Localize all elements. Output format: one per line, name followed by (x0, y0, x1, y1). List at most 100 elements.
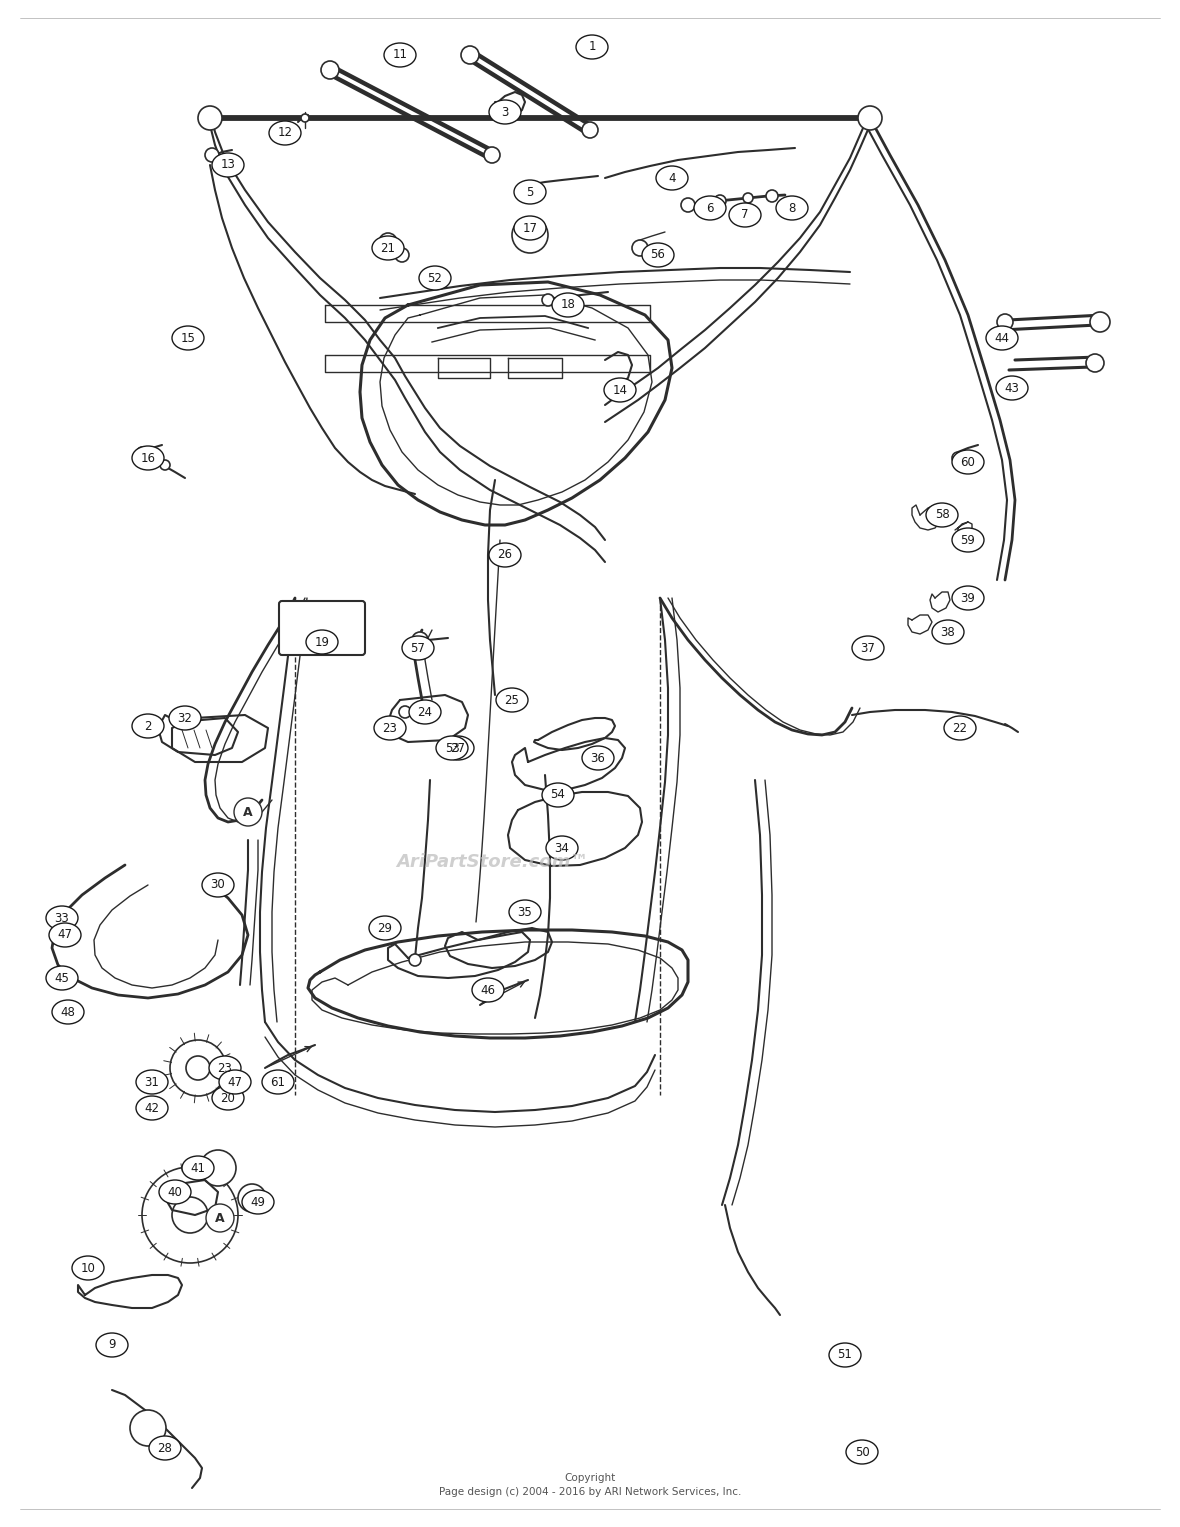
Ellipse shape (642, 243, 674, 267)
Circle shape (484, 147, 500, 163)
Ellipse shape (576, 35, 608, 60)
Ellipse shape (419, 266, 451, 290)
Ellipse shape (830, 1344, 861, 1367)
Circle shape (395, 247, 409, 263)
Ellipse shape (369, 916, 401, 941)
Ellipse shape (262, 1070, 294, 1093)
Ellipse shape (132, 446, 164, 470)
Ellipse shape (694, 195, 726, 220)
Text: 46: 46 (480, 983, 496, 997)
Circle shape (412, 632, 428, 647)
Text: 30: 30 (210, 878, 225, 892)
Text: 49: 49 (250, 1196, 266, 1208)
Text: 20: 20 (221, 1092, 236, 1104)
Circle shape (582, 122, 598, 137)
Ellipse shape (442, 736, 474, 760)
Ellipse shape (136, 1096, 168, 1119)
Circle shape (632, 240, 648, 257)
Circle shape (997, 315, 1012, 330)
Circle shape (205, 148, 219, 162)
Ellipse shape (212, 1086, 244, 1110)
Ellipse shape (46, 906, 78, 930)
Ellipse shape (212, 153, 244, 177)
Text: 53: 53 (445, 742, 459, 754)
Text: 48: 48 (60, 1005, 76, 1019)
Text: 16: 16 (140, 452, 156, 464)
Circle shape (399, 705, 411, 718)
Circle shape (379, 234, 396, 250)
Ellipse shape (202, 873, 234, 896)
Ellipse shape (384, 43, 417, 67)
Text: 13: 13 (221, 159, 236, 171)
Text: 54: 54 (551, 788, 565, 802)
Ellipse shape (514, 215, 546, 240)
Circle shape (130, 1409, 166, 1446)
Text: 36: 36 (590, 751, 605, 765)
Ellipse shape (472, 977, 504, 1002)
Text: 5: 5 (526, 185, 533, 199)
Ellipse shape (96, 1333, 127, 1358)
Text: 58: 58 (935, 508, 950, 522)
Text: 9: 9 (109, 1339, 116, 1351)
Ellipse shape (372, 237, 404, 260)
Circle shape (415, 713, 425, 722)
Text: 2: 2 (144, 719, 152, 733)
Ellipse shape (209, 1057, 241, 1080)
Text: 42: 42 (144, 1101, 159, 1115)
Text: 52: 52 (427, 272, 442, 284)
Circle shape (170, 1040, 227, 1096)
Text: 56: 56 (650, 249, 666, 261)
Circle shape (186, 1057, 210, 1080)
Circle shape (301, 115, 309, 122)
Ellipse shape (159, 1180, 191, 1203)
FancyBboxPatch shape (278, 602, 365, 655)
Circle shape (743, 192, 753, 203)
Text: 28: 28 (158, 1441, 172, 1455)
Text: Copyright
Page design (c) 2004 - 2016 by ARI Network Services, Inc.: Copyright Page design (c) 2004 - 2016 by… (439, 1472, 741, 1498)
Text: 44: 44 (995, 331, 1010, 345)
Ellipse shape (996, 376, 1028, 400)
Text: 22: 22 (952, 721, 968, 734)
Text: 61: 61 (270, 1075, 286, 1089)
Ellipse shape (374, 716, 406, 741)
Ellipse shape (72, 1257, 104, 1280)
Circle shape (1086, 354, 1104, 373)
Ellipse shape (852, 637, 884, 660)
Circle shape (142, 1167, 238, 1263)
Text: 17: 17 (523, 221, 538, 235)
Circle shape (542, 295, 553, 305)
Ellipse shape (402, 637, 434, 660)
Ellipse shape (132, 715, 164, 738)
Ellipse shape (46, 967, 78, 989)
Text: 32: 32 (177, 712, 192, 724)
Text: 31: 31 (145, 1075, 159, 1089)
Ellipse shape (496, 689, 527, 712)
Text: 19: 19 (315, 635, 329, 649)
Text: 47: 47 (58, 928, 72, 942)
Text: 12: 12 (277, 127, 293, 139)
Ellipse shape (172, 325, 204, 350)
Text: 18: 18 (560, 298, 576, 312)
Text: 60: 60 (961, 455, 976, 469)
Text: 4: 4 (668, 171, 676, 185)
Text: 26: 26 (498, 548, 512, 562)
Ellipse shape (306, 631, 337, 654)
Ellipse shape (546, 835, 578, 860)
Circle shape (522, 182, 535, 194)
Ellipse shape (269, 121, 301, 145)
Text: A: A (215, 1211, 225, 1225)
Circle shape (952, 452, 964, 464)
Text: 29: 29 (378, 921, 393, 935)
Ellipse shape (656, 166, 688, 189)
Text: 15: 15 (181, 331, 196, 345)
Text: 38: 38 (940, 626, 956, 638)
Ellipse shape (776, 195, 808, 220)
Ellipse shape (52, 1000, 84, 1025)
Circle shape (714, 195, 726, 208)
Ellipse shape (542, 783, 573, 806)
Ellipse shape (952, 528, 984, 551)
Text: 39: 39 (961, 591, 976, 605)
Text: AriPartStore.com™: AriPartStore.com™ (395, 854, 588, 870)
Text: A: A (243, 806, 253, 818)
Text: 8: 8 (788, 202, 795, 214)
